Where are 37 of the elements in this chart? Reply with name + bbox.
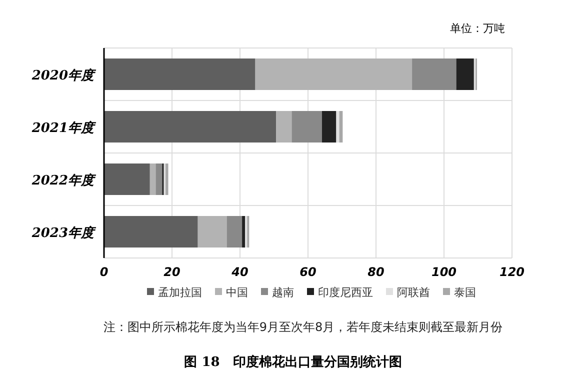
legend-label: 印度尼西亚 (318, 286, 373, 299)
bar (104, 58, 256, 90)
y-tick-label: 2022年度 (30, 172, 97, 188)
text: 图 18 印度棉花出口量分国别统计图 (184, 354, 402, 370)
y-tick-label: 2023年度 (30, 224, 97, 241)
legend-label: 阿联酋 (397, 286, 430, 299)
text: 单位：万吨 (450, 22, 505, 35)
bar (150, 164, 156, 195)
x-tick-label: 120 (499, 265, 525, 279)
bar (156, 164, 162, 195)
bar (336, 111, 340, 142)
legend-label: 越南 (272, 286, 294, 299)
legend-label: 孟加拉国 (158, 286, 202, 299)
y-tick-label: 2020年度 (30, 67, 97, 84)
bar (104, 111, 276, 142)
x-tick-label: 60 (300, 265, 316, 279)
bar (226, 216, 242, 248)
bar (198, 216, 227, 248)
text: 注：图中所示棉花年度为当年9月至次年8月，若年度未结束则截至最新月份 (103, 320, 503, 334)
bar (412, 58, 456, 90)
x-tick-label: 80 (368, 265, 384, 279)
bar (292, 111, 322, 142)
bar (242, 216, 246, 248)
x-tick-label: 20 (164, 265, 180, 279)
bar (255, 58, 412, 90)
x-tick-label: 40 (230, 265, 248, 279)
bar (166, 164, 168, 195)
y-tick-label: 2021年度 (30, 120, 97, 136)
bar (276, 111, 292, 142)
legend-label: 中国 (226, 286, 248, 299)
bar (456, 58, 474, 90)
bar (104, 164, 150, 195)
x-tick-label: 0 (100, 265, 108, 279)
legend-label: 泰国 (454, 286, 476, 299)
bar (322, 111, 336, 142)
x-tick-label: 100 (431, 265, 457, 279)
bar (104, 216, 198, 248)
